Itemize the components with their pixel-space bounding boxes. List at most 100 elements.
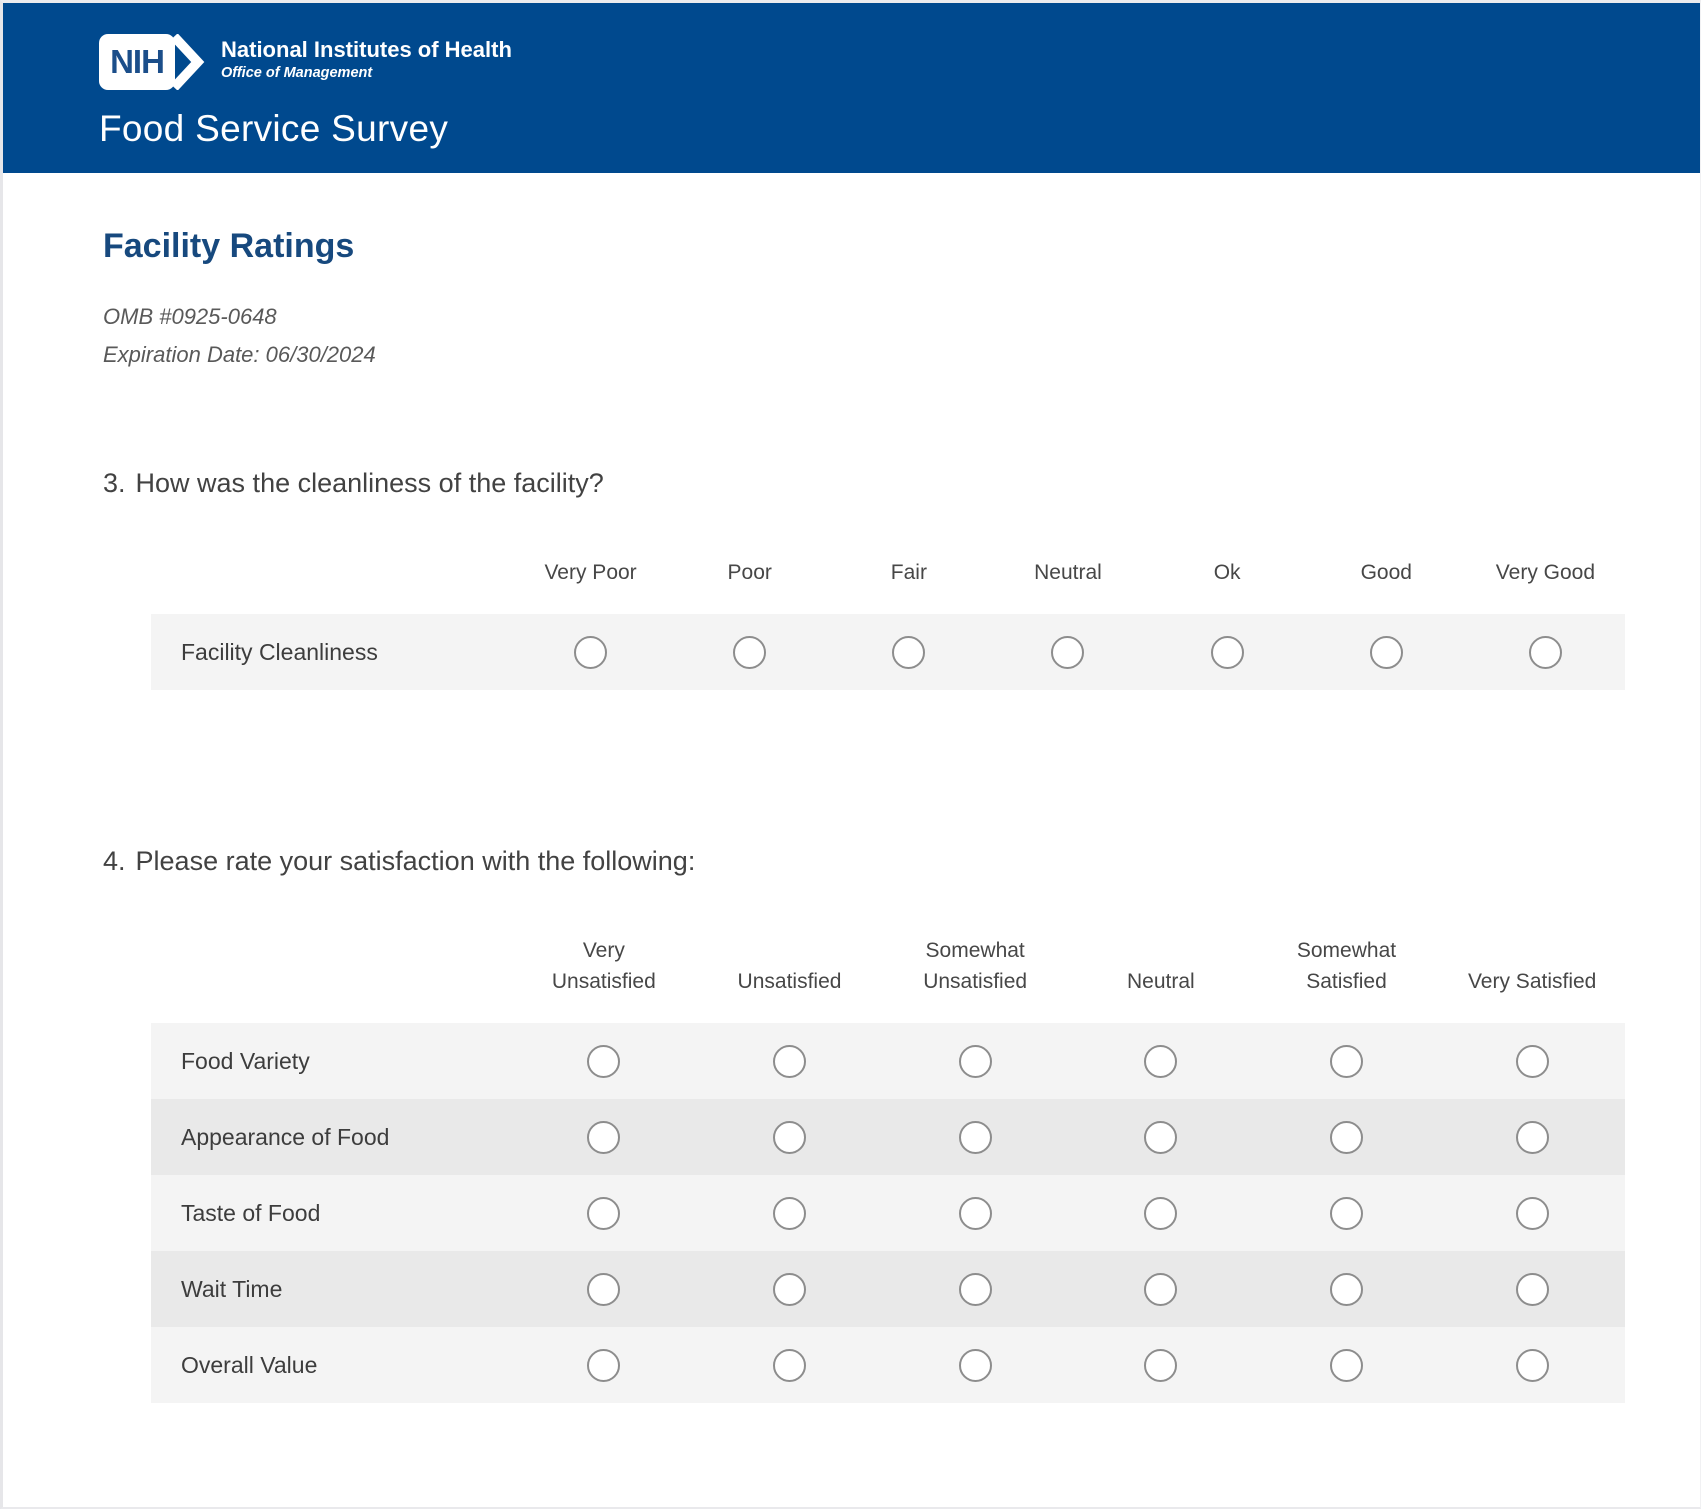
radio-facility-cleanliness-ok[interactable] [1210,635,1244,669]
radio-food-variety-somewhat-unsatisfied[interactable] [958,1044,992,1078]
radio-food-variety-unsatisfied[interactable] [772,1044,806,1078]
likert-row-facility-cleanliness: Facility Cleanliness [151,614,1625,690]
option-header-label: Ok [1213,561,1241,584]
radio-facility-cleanliness-neutral[interactable] [1051,635,1085,669]
form-title: Food Service Survey [99,108,449,149]
likert-cell [882,1272,1068,1306]
option-header-ok: Ok [1148,557,1307,588]
likert-cell [1068,1272,1254,1306]
expiration-date: Expiration Date: 06/30/2024 [103,342,376,367]
likert-cell [697,1348,883,1382]
question-text: How was the cleanliness of the facility? [135,468,604,498]
radio-appearance-of-food-very-satisfied[interactable] [1515,1120,1549,1154]
radio-facility-cleanliness-very-good[interactable] [1528,635,1562,669]
radio-overall-value-very-unsatisfied[interactable] [587,1348,621,1382]
option-header-label: Somewhat Satisfied [1296,939,1397,993]
section-title: Facility Ratings [103,227,355,265]
likert-row-appearance-of-food: Appearance of Food [151,1099,1625,1175]
option-header-very-satisfied: Very Satisfied [1439,966,1625,997]
radio-food-variety-neutral[interactable] [1144,1044,1178,1078]
nih-brand: NIH National Institutes of Health Office… [99,34,1700,92]
nih-chevron-icon [170,34,205,90]
option-header-label: Neutral [1126,970,1195,993]
radio-taste-of-food-very-satisfied[interactable] [1515,1196,1549,1230]
radio-wait-time-somewhat-unsatisfied[interactable] [958,1272,992,1306]
radio-facility-cleanliness-poor[interactable] [733,635,767,669]
radio-overall-value-somewhat-unsatisfied[interactable] [958,1348,992,1382]
option-header-good: Good [1307,557,1466,588]
likert-cell [1254,1348,1440,1382]
radio-facility-cleanliness-very-poor[interactable] [574,635,608,669]
radio-taste-of-food-neutral[interactable] [1144,1196,1178,1230]
radio-overall-value-unsatisfied[interactable] [772,1348,806,1382]
likert-cell [697,1272,883,1306]
nih-logo-text: NIH [110,43,165,80]
likert-cell [1254,1272,1440,1306]
likert-cell [511,1044,697,1078]
radio-overall-value-somewhat-satisfied[interactable] [1329,1348,1363,1382]
radio-wait-time-neutral[interactable] [1144,1272,1178,1306]
option-header-somewhat-satisfied: Somewhat Satisfied [1254,935,1440,997]
likert-cell [1254,1120,1440,1154]
likert-cell [882,1196,1068,1230]
radio-wait-time-very-unsatisfied[interactable] [587,1272,621,1306]
org-block: National Institutes of Health Office of … [221,34,512,82]
row-label: Food Variety [181,1047,310,1074]
question-3-title: 3. How was the cleanliness of the facili… [103,468,1622,499]
radio-appearance-of-food-somewhat-unsatisfied[interactable] [958,1120,992,1154]
likert-cell [1307,635,1466,669]
likert-header-row: Very Poor Poor Fair Neutral Ok Good Very Good [151,557,1625,614]
option-header-label: Somewhat Unsatisfied [923,939,1028,993]
question-number: 3. [103,468,126,498]
question-number: 4. [103,846,126,876]
radio-food-variety-very-unsatisfied[interactable] [587,1044,621,1078]
likert-row-overall-value: Overall Value [151,1327,1625,1403]
option-header-label: Unsatisfied [737,970,842,993]
radio-taste-of-food-unsatisfied[interactable] [772,1196,806,1230]
radio-taste-of-food-very-unsatisfied[interactable] [587,1196,621,1230]
likert-cell [1068,1348,1254,1382]
radio-facility-cleanliness-fair[interactable] [892,635,926,669]
radio-wait-time-very-satisfied[interactable] [1515,1272,1549,1306]
radio-taste-of-food-somewhat-satisfied[interactable] [1329,1196,1363,1230]
likert-cell [697,1196,883,1230]
option-header-poor: Poor [670,557,829,588]
option-header-very-unsatisfied: Very Unsatisfied [511,935,697,997]
radio-food-variety-somewhat-satisfied[interactable] [1329,1044,1363,1078]
option-header-neutral: Neutral [988,557,1147,588]
row-label: Appearance of Food [181,1123,390,1150]
likert-cell [1068,1196,1254,1230]
form-body: Facility Ratings OMB #0925-0648 Expirati… [3,227,1700,1403]
radio-appearance-of-food-unsatisfied[interactable] [772,1120,806,1154]
option-header-label: Very Good [1495,561,1596,584]
question-4-title: 4. Please rate your satisfaction with th… [103,846,1622,877]
option-header-label: Fair [890,561,927,584]
radio-wait-time-unsatisfied[interactable] [772,1272,806,1306]
option-header-label: Very Unsatisfied [551,939,656,993]
likert-cell [697,1044,883,1078]
radio-overall-value-neutral[interactable] [1144,1348,1178,1382]
option-header-very-poor: Very Poor [511,557,670,588]
likert-cell [1439,1120,1625,1154]
likert-cell [511,635,670,669]
radio-food-variety-very-satisfied[interactable] [1515,1044,1549,1078]
option-header-label: Neutral [1034,561,1102,584]
likert-cell [1148,635,1307,669]
option-header-somewhat-unsatisfied: Somewhat Unsatisfied [882,935,1068,997]
radio-appearance-of-food-somewhat-satisfied[interactable] [1329,1120,1363,1154]
omb-number: OMB #0925-0648 [103,304,277,329]
row-label: Overall Value [181,1351,318,1378]
radio-overall-value-very-satisfied[interactable] [1515,1348,1549,1382]
likert-cell [670,635,829,669]
likert-cell [988,635,1147,669]
radio-facility-cleanliness-good[interactable] [1369,635,1403,669]
radio-appearance-of-food-neutral[interactable] [1144,1120,1178,1154]
radio-appearance-of-food-very-unsatisfied[interactable] [587,1120,621,1154]
row-label: Wait Time [181,1275,283,1302]
omb-block: OMB #0925-0648 Expiration Date: 06/30/20… [103,298,1622,374]
radio-wait-time-somewhat-satisfied[interactable] [1329,1272,1363,1306]
radio-taste-of-food-somewhat-unsatisfied[interactable] [958,1196,992,1230]
likert-header-row: Very Unsatisfied Unsatisfied Somewhat Unsa… [151,935,1625,1023]
question-4: 4. Please rate your satisfaction with th… [103,846,1625,1403]
